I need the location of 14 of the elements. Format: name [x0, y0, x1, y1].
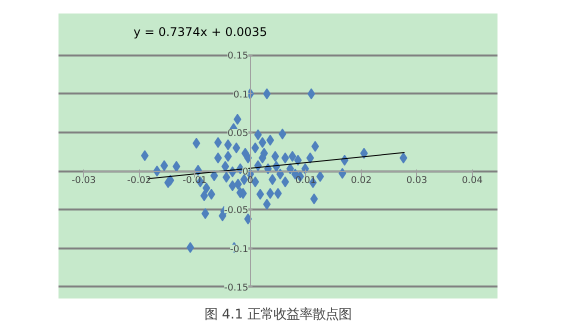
y-tick-label: -0.05 — [224, 205, 248, 216]
x-tick-label: 0.04 — [462, 175, 483, 186]
y-tick-label: -0.1 — [230, 244, 248, 255]
y-tick-label: 0.1 — [233, 89, 248, 100]
y-tick-label: 0 — [242, 166, 248, 178]
y-tick-label: 0.05 — [227, 128, 248, 139]
x-tick-label: -0.02 — [127, 175, 152, 186]
y-tick-label: 0.15 — [227, 50, 248, 62]
text: 图 4.1 正常收益率散点图 — [204, 306, 352, 322]
x-tick-label: 0.02 — [350, 175, 372, 186]
x-tick-label: -0.03 — [72, 175, 96, 186]
y-tick-label: -0.15 — [224, 282, 248, 294]
x-tick-label: 0.03 — [406, 175, 428, 186]
text: y = 0.7374x + 0.0035 — [134, 24, 268, 39]
